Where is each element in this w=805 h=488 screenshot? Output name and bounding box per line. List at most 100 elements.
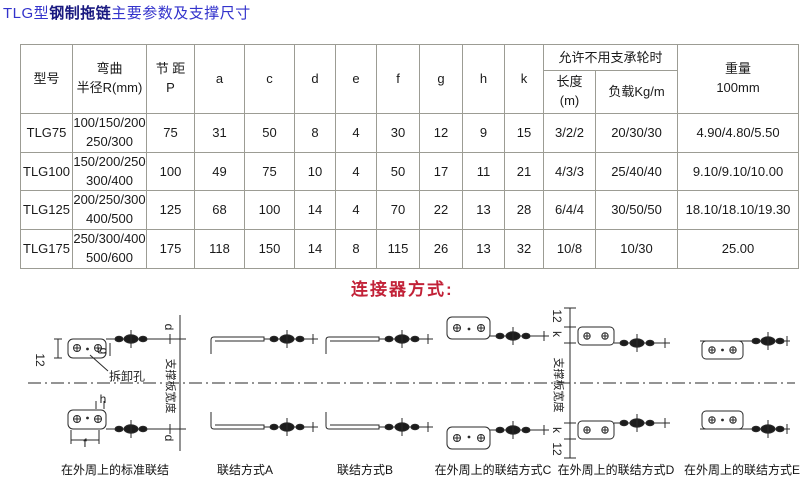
header-dim-f: f: [376, 44, 420, 114]
dim-label-12-d-top: 12: [550, 309, 564, 323]
header-pitch-line1: 节 距: [155, 61, 186, 77]
header-bend-line1: 弯曲: [96, 61, 123, 77]
cell-d: 14: [294, 229, 336, 269]
cell-model: TLG75: [20, 113, 73, 153]
cell-h: 11: [462, 151, 505, 192]
diagram-method-d: [564, 307, 670, 459]
header-length: 长度 (m): [543, 70, 596, 114]
header-length-line2: (m): [559, 93, 580, 108]
cell-k: 32: [504, 229, 544, 269]
header-load: 负载Kg/m: [594, 70, 679, 114]
dim-label-d-bottom: d: [162, 434, 176, 442]
cell-pitch: 100: [146, 151, 195, 192]
title-product-name: 钢制拖链: [49, 5, 112, 22]
cell-weight: 4.90/4.80/5.50: [677, 113, 800, 153]
dim-label-12-standard: 12: [33, 353, 47, 367]
table-row: TLG100 150/200/250 300/400 100 49 75 10 …: [20, 151, 800, 192]
cell-model: TLG125: [20, 190, 73, 231]
header-weight-line2: 100mm: [716, 80, 760, 95]
cell-pitch: 175: [146, 229, 195, 269]
dim-label-12-d-bottom: 12: [550, 442, 564, 456]
page-title: TLG型钢制拖链主要参数及支撑尺寸: [3, 2, 251, 23]
header-dim-h: h: [462, 44, 505, 114]
cell-radius-line1: 100/150/200: [73, 115, 146, 130]
cell-load: 25/40/40: [594, 151, 679, 192]
cell-length: 4/3/3: [543, 151, 596, 192]
header-model: 型号: [20, 44, 73, 114]
connector-diagrams: 12 g d d h f 拆卸孔 支撑板宽度 支撑板宽度 12 k k 12 在…: [0, 303, 805, 483]
cell-g: 22: [419, 190, 463, 231]
cell-load: 10/30: [594, 229, 679, 269]
cell-c: 75: [244, 151, 295, 192]
cell-g: 26: [419, 229, 463, 269]
cell-pitch: 75: [146, 113, 195, 153]
diagram-standard-connection: [54, 315, 186, 451]
cell-k: 21: [504, 151, 544, 192]
dim-label-g: g: [97, 347, 111, 355]
table-row: TLG75 100/150/200 250/300 75 31 50 8 4 3…: [20, 113, 800, 153]
header-dim-c: c: [244, 44, 295, 114]
header-dim-k: k: [504, 44, 544, 114]
dim-label-f: f: [83, 436, 87, 450]
caption-method-e: 在外周上的联结方式E: [683, 463, 801, 477]
cell-h: 9: [462, 113, 505, 153]
connector-diagram-art: [28, 307, 795, 459]
cell-radius-line2: 250/300: [86, 133, 133, 149]
cell-g: 12: [419, 113, 463, 153]
diagram-method-e: [700, 332, 790, 438]
caption-method-d: 在外周上的联结方式D: [557, 463, 675, 477]
cell-length: 3/2/2: [543, 113, 596, 153]
cell-radius-line1: 250/300/400: [73, 231, 146, 247]
caption-method-b: 联结方式B: [336, 463, 394, 477]
diagram-method-b: [325, 330, 433, 436]
dim-label-d-top: d: [162, 323, 176, 331]
cell-model: TLG175: [20, 229, 73, 269]
cell-d: 10: [294, 151, 336, 192]
cell-k: 15: [504, 113, 544, 153]
header-length-line1: 长度: [556, 74, 583, 90]
title-suffix: 主要参数及支撑尺寸: [111, 5, 251, 22]
section-heading-connector-methods: 连接器方式:: [351, 280, 454, 299]
cell-f: 50: [376, 151, 420, 192]
table-row: TLG175 250/300/400 500/600 175 118 150 1…: [20, 229, 800, 269]
diagram-method-c: [446, 316, 549, 450]
cell-e: 8: [335, 229, 377, 269]
header-dim-a: a: [194, 44, 245, 114]
cell-model: TLG100: [20, 151, 73, 192]
cell-a: 49: [194, 151, 245, 192]
caption-standard-connection: 在外周上的标准联结: [60, 463, 170, 477]
cell-radius-line2: 500/600: [86, 249, 133, 265]
cell-a: 68: [194, 190, 245, 231]
header-weight: 重量 100mm: [677, 44, 800, 114]
cell-a: 31: [194, 113, 245, 153]
cell-h: 13: [462, 190, 505, 231]
cell-radius: 100/150/200 250/300: [72, 113, 147, 153]
cell-k: 28: [504, 190, 544, 231]
cell-c: 50: [244, 113, 295, 153]
dim-label-k-bottom: k: [550, 427, 564, 433]
cell-f: 70: [376, 190, 420, 231]
cell-pitch: 125: [146, 190, 195, 231]
header-weight-line1: 重量: [725, 61, 752, 77]
dim-label-h: h: [99, 392, 107, 406]
cell-h: 13: [462, 229, 505, 269]
header-dim-d: d: [294, 44, 336, 114]
cell-radius-line1: 200/250/300: [73, 192, 146, 208]
parameters-table: 型号 弯曲 半径R(mm) 节 距 P a c d e f g h k 允许不用…: [20, 44, 800, 269]
cell-radius: 250/300/400 500/600: [72, 229, 147, 269]
title-prefix: TLG型: [3, 5, 50, 22]
cell-weight: 18.10/18.10/19.30: [677, 190, 800, 231]
caption-method-a: 联结方式A: [216, 463, 274, 477]
cell-length: 6/4/4: [543, 190, 596, 231]
header-dim-e: e: [335, 44, 377, 114]
cell-g: 17: [419, 151, 463, 192]
cell-d: 14: [294, 190, 336, 231]
cell-e: 4: [335, 113, 377, 153]
cell-radius-line2: 300/400: [86, 172, 133, 188]
cell-length: 10/8: [543, 229, 596, 269]
label-support-plate-width-left: 支撑板宽度: [164, 358, 176, 414]
cell-radius: 200/250/300 400/500: [72, 190, 147, 231]
cell-e: 4: [335, 151, 377, 192]
cell-radius-line1: 150/200/250: [73, 153, 146, 169]
